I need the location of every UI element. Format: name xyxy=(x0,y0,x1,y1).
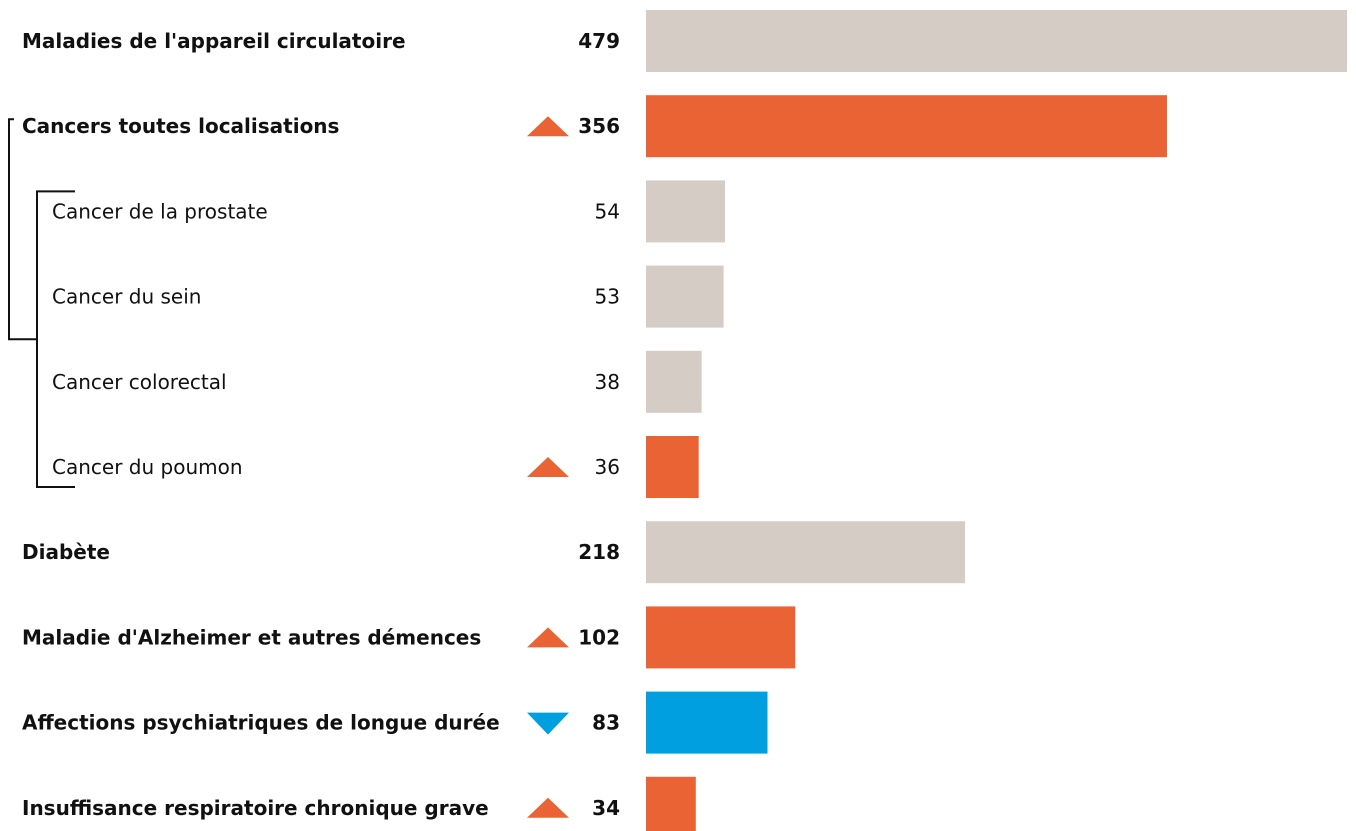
chart-row: Cancer de la prostate 54 xyxy=(52,180,725,243)
bar xyxy=(646,606,796,669)
decrease-triangle-icon xyxy=(527,712,569,735)
value-label: 218 xyxy=(578,540,620,564)
bar xyxy=(646,691,768,754)
bar xyxy=(646,95,1167,158)
category-label: Cancer du sein xyxy=(52,285,201,309)
value-label: 83 xyxy=(592,711,620,735)
value-label: 36 xyxy=(595,455,620,479)
category-label: Maladies de l'appareil circulatoire xyxy=(22,29,406,53)
subgroup-bracket-inner xyxy=(36,190,75,488)
category-label: Cancer colorectal xyxy=(52,370,227,394)
chart-row: Maladies de l'appareil circulatoire 479 xyxy=(22,10,1347,72)
category-label: Diabète xyxy=(22,540,110,564)
value-label: 356 xyxy=(578,114,620,138)
bar xyxy=(646,350,702,413)
category-label: Cancer du poumon xyxy=(52,455,243,479)
bar xyxy=(646,180,725,243)
value-label: 54 xyxy=(595,199,620,223)
value-label: 38 xyxy=(595,370,620,394)
increase-triangle-icon xyxy=(527,627,569,648)
category-label: Insuffisance respiratoire chronique grav… xyxy=(22,796,489,820)
bar xyxy=(646,10,1347,72)
bar xyxy=(646,776,696,831)
value-label: 53 xyxy=(595,285,620,309)
chart-row: Insuffisance respiratoire chronique grav… xyxy=(22,776,696,831)
value-label: 479 xyxy=(578,29,620,53)
chart-rows: Maladies de l'appareil circulatoire 479 Ca… xyxy=(22,10,1347,831)
category-label: Maladie d'Alzheimer et autres démences xyxy=(22,625,481,649)
value-label: 102 xyxy=(578,625,620,649)
chart-row: Diabète 218 xyxy=(22,521,965,584)
increase-triangle-icon xyxy=(527,457,569,477)
chart-row: Cancers toutes localisations 356 xyxy=(22,95,1167,158)
chart-row: Cancer colorectal 38 xyxy=(52,350,702,413)
subgroup-bracket-outer xyxy=(8,118,37,341)
chart-row: Affections psychiatriques de longue duré… xyxy=(22,691,768,754)
bar xyxy=(646,521,965,584)
category-label: Cancer de la prostate xyxy=(52,199,268,223)
bar xyxy=(646,265,724,328)
increase-triangle-icon xyxy=(527,797,569,818)
value-label: 34 xyxy=(592,796,620,820)
category-label: Affections psychiatriques de longue duré… xyxy=(22,711,500,735)
chart-row: Maladie d'Alzheimer et autres démences 10… xyxy=(22,606,796,669)
group-bracket xyxy=(8,118,75,488)
increase-triangle-icon xyxy=(527,116,569,137)
bar xyxy=(646,436,699,498)
category-label: Cancers toutes localisations xyxy=(22,114,339,138)
chart-row: Cancer du sein 53 xyxy=(52,265,724,328)
chart-row: Cancer du poumon 36 xyxy=(52,436,699,498)
